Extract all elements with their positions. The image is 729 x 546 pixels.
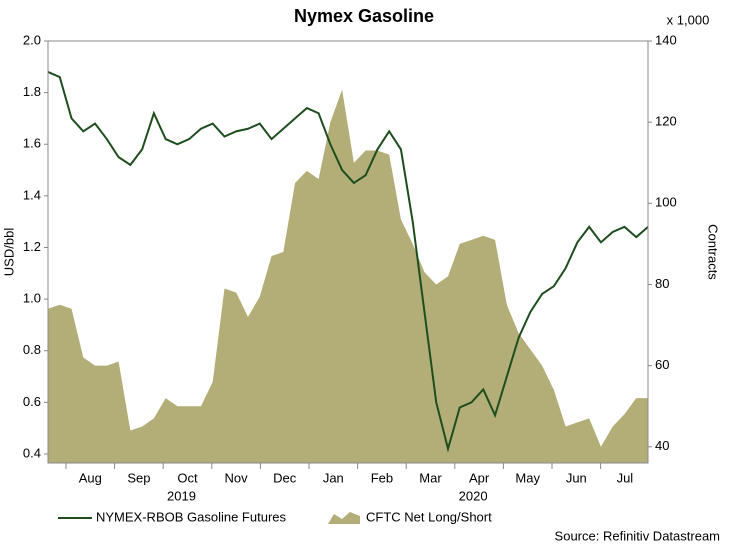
y-tick-label: 1.8 xyxy=(23,84,41,99)
legend-swatch xyxy=(328,512,360,524)
x-tick-label: Jan xyxy=(323,470,344,485)
y2-tick-label: 140 xyxy=(655,32,677,47)
legend-label: CFTC Net Long/Short xyxy=(366,509,492,524)
y2-tick-label: 40 xyxy=(655,438,669,453)
y-tick-label: 1.4 xyxy=(23,187,41,202)
year-label: 2020 xyxy=(459,488,488,503)
line xyxy=(47,71,649,453)
y-tick-label: 0.6 xyxy=(23,394,41,409)
y2-tick-label: 80 xyxy=(655,276,669,291)
y2-tick-label: 120 xyxy=(655,114,677,129)
y-tick-label: 0.8 xyxy=(23,342,41,357)
y-tick-label: 1.2 xyxy=(23,239,41,254)
x-tick-label: Jul xyxy=(617,470,634,485)
y2-axis-label: Contracts xyxy=(706,224,721,280)
x-tick-label: Feb xyxy=(371,470,393,485)
legend-label: NYMEX-RBOB Gasoline Futures xyxy=(96,509,287,524)
x-tick-label: Sep xyxy=(127,470,150,485)
x-tick-label: Nov xyxy=(225,470,249,485)
x-tick-label: Mar xyxy=(419,470,442,485)
x-tick-label: May xyxy=(515,470,540,485)
x-tick-label: Dec xyxy=(273,470,297,485)
x-tick-label: Oct xyxy=(177,470,198,485)
chart-title: Nymex Gasoline xyxy=(294,6,434,26)
y2-unit: x 1,000 xyxy=(667,12,710,27)
y-axis-label: USD/bbl xyxy=(1,228,16,277)
x-tick-label: Aug xyxy=(79,470,102,485)
source: Source: Refinitiv Datastream xyxy=(555,528,720,543)
y-tick-label: 1.6 xyxy=(23,136,41,151)
y2-tick-label: 60 xyxy=(655,357,669,372)
year-label: 2019 xyxy=(167,488,196,503)
y-tick-label: 0.4 xyxy=(23,445,41,460)
y2-tick-label: 100 xyxy=(655,195,677,210)
y-tick-label: 2.0 xyxy=(23,32,41,47)
x-tick-label: Apr xyxy=(469,470,490,485)
y-tick-label: 1.0 xyxy=(23,291,41,306)
area xyxy=(48,89,648,463)
x-tick-label: Jun xyxy=(566,470,587,485)
plot-frame xyxy=(47,40,649,464)
